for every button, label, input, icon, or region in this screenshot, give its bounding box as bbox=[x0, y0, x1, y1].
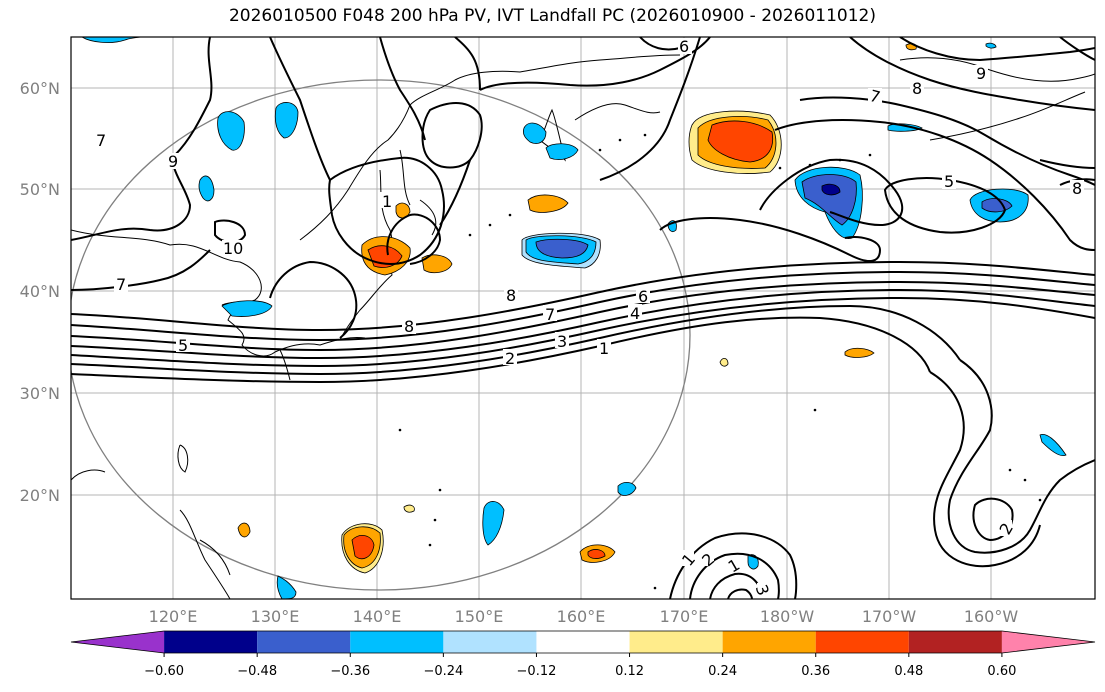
latitude-labels: 60°N 50°N 40°N 30°N 20°N bbox=[20, 79, 60, 505]
contour-label: 8 bbox=[506, 286, 516, 305]
contour-label: 9 bbox=[168, 152, 178, 171]
colorbar-segment bbox=[722, 631, 816, 653]
contour-label: 7 bbox=[116, 275, 126, 294]
contour-label: 8 bbox=[912, 79, 922, 98]
colorbar-segment bbox=[350, 631, 444, 653]
colorbar-tick-label: 0.12 bbox=[615, 664, 644, 679]
contour-label: 8 bbox=[404, 317, 414, 336]
landfall-radius-circle bbox=[71, 79, 691, 591]
lon-label: 140°E bbox=[353, 607, 402, 626]
contour-label: 6 bbox=[638, 287, 648, 306]
lon-label: 120°E bbox=[149, 607, 198, 626]
lon-label: 150°E bbox=[455, 607, 504, 626]
lat-label: 60°N bbox=[20, 79, 60, 98]
map-border bbox=[70, 36, 1096, 600]
contour-label: 3 bbox=[557, 332, 567, 351]
lat-label: 20°N bbox=[20, 486, 60, 505]
coastlines bbox=[71, 54, 1095, 599]
contour-label: 5 bbox=[944, 172, 954, 191]
lon-label: 160°E bbox=[557, 607, 606, 626]
contour-label: 6 bbox=[679, 37, 689, 56]
colorbar-tick-label: −0.48 bbox=[237, 664, 277, 679]
contour-label: 1 bbox=[382, 192, 392, 211]
colorbar-tick-label: 0.60 bbox=[987, 664, 1016, 679]
contour-labels: 6 7 8 9 5 8 9 10 7 7 8 7 6 4 bbox=[94, 37, 1084, 599]
colorbar-segment bbox=[629, 631, 723, 653]
colorbar-tick-label: 0.36 bbox=[801, 664, 830, 679]
contour-label: 2 bbox=[505, 349, 515, 368]
contour-label: 1 bbox=[599, 339, 609, 358]
contour-label: 7 bbox=[96, 131, 106, 150]
contour-label: 8 bbox=[1072, 179, 1082, 198]
contour-label: 7 bbox=[545, 305, 555, 324]
colorbar-tick-label: −0.12 bbox=[517, 664, 557, 679]
lon-label: 130°E bbox=[251, 607, 300, 626]
graticule bbox=[71, 37, 1095, 599]
contour-label: 10 bbox=[223, 239, 243, 258]
colorbar-segment bbox=[908, 631, 1002, 653]
colorbar-segment bbox=[443, 631, 537, 653]
lon-label: 160°W bbox=[964, 607, 1019, 626]
colorbar-tick-label: −0.24 bbox=[423, 664, 463, 679]
longitude-labels: 120°E 130°E 140°E 150°E 160°E 170°E 180°… bbox=[149, 607, 1019, 626]
colorbar-tick-label: 0.24 bbox=[708, 664, 737, 679]
positive-anomalies bbox=[237, 43, 917, 574]
contour-label: 4 bbox=[630, 304, 640, 323]
lat-label: 50°N bbox=[20, 180, 60, 199]
colorbar-tick-label: 0.48 bbox=[894, 664, 923, 679]
colorbar-segment bbox=[1001, 631, 1095, 653]
lat-label: 30°N bbox=[20, 384, 60, 403]
contour-label: 5 bbox=[178, 336, 188, 355]
lat-label: 40°N bbox=[20, 282, 60, 301]
colorbar-segment bbox=[536, 631, 630, 653]
map-title: 2026010500 F048 200 hPa PV, IVT Landfall… bbox=[228, 6, 876, 26]
colorbar-segment bbox=[164, 631, 258, 653]
colorbar: −0.60 −0.48 −0.36 −0.24 −0.12 0.12 0.24 0.36 0.4… bbox=[70, 630, 1096, 679]
lon-label: 170°W bbox=[862, 607, 917, 626]
colorbar-segment bbox=[71, 631, 165, 653]
lon-label: 180°W bbox=[760, 607, 815, 626]
colorbar-tick-label: −0.36 bbox=[330, 664, 370, 679]
lon-label: 170°E bbox=[660, 607, 709, 626]
contour-label: 7 bbox=[868, 86, 883, 107]
colorbar-segment bbox=[815, 631, 909, 653]
colorbar-segment bbox=[257, 631, 351, 653]
colorbar-tick-label: −0.60 bbox=[144, 664, 184, 679]
contour-label: 9 bbox=[976, 64, 986, 83]
